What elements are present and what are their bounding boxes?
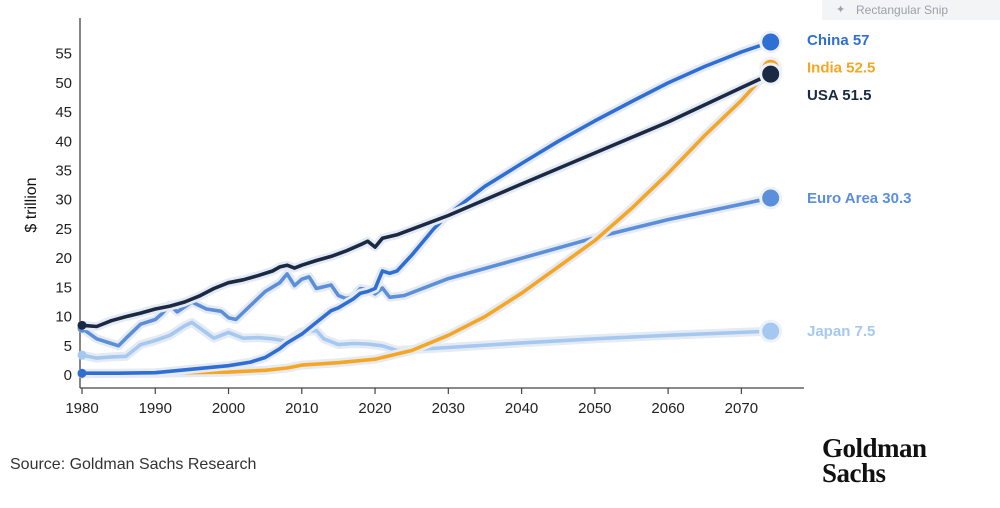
japan-end-marker xyxy=(759,319,783,343)
star-icon: ✦ xyxy=(836,4,846,16)
y-tick-label: 15 xyxy=(55,279,72,296)
snip-label: Rectangular Snip xyxy=(856,3,949,17)
japan-end-label: Japan 7.5 xyxy=(807,323,875,340)
x-tick-label: 2000 xyxy=(212,400,245,417)
y-tick-label: 50 xyxy=(55,75,72,92)
euro-area-end-marker xyxy=(759,186,783,210)
y-tick-label: 20 xyxy=(55,250,72,267)
y-tick-label: 5 xyxy=(64,338,72,355)
x-ticks: 1980 1990 2000 2010 2020 2030 2040 2050 2060 2070 xyxy=(65,388,758,417)
x-tick-label: 2010 xyxy=(285,400,318,417)
china-end-marker xyxy=(759,30,783,54)
x-tick-label: 2030 xyxy=(432,400,465,417)
india-line xyxy=(80,66,773,376)
y-tick-label: 35 xyxy=(55,163,72,180)
goldman-sachs-logo: Goldman Sachs xyxy=(822,433,927,488)
y-tick-label: 30 xyxy=(55,192,72,209)
usa-end-label: USA 51.5 xyxy=(807,87,871,104)
china-start-marker xyxy=(77,368,87,378)
japan-start-marker xyxy=(77,350,87,360)
india-end-label: India 52.5 xyxy=(807,59,875,76)
y-tick-label: 40 xyxy=(55,133,72,150)
y-ticks: 0 5 10 15 20 25 30 35 40 45 50 55 xyxy=(55,46,72,384)
source-note: Source: Goldman Sachs Research xyxy=(10,456,257,473)
y-tick-label: 0 xyxy=(64,367,72,384)
x-tick-label: 2050 xyxy=(578,400,611,417)
label-layer: Japan 7.5 Euro Area 30.3 India 52.5 China 5… xyxy=(759,30,912,343)
logo-line-2: Sachs xyxy=(822,458,886,488)
y-tick-label: 45 xyxy=(55,104,72,121)
x-tick-label: 1980 xyxy=(65,400,98,417)
y-axis-title: $ trillion xyxy=(23,177,40,232)
y-tick-label: 25 xyxy=(55,221,72,238)
euro-area-line xyxy=(80,196,773,348)
logo-line-1: Goldman xyxy=(822,433,927,463)
x-tick-label: 2040 xyxy=(505,400,538,417)
snip-toolbar[interactable]: ✦ Rectangular Snip xyxy=(822,0,1000,20)
y-tick-label: 55 xyxy=(55,46,72,63)
china-end-label: China 57 xyxy=(807,32,870,49)
y-tick-label: 10 xyxy=(55,309,72,326)
x-tick-label: 2060 xyxy=(651,400,684,417)
x-tick-label: 1990 xyxy=(139,400,172,417)
china-line xyxy=(80,40,773,375)
x-tick-label: 2070 xyxy=(725,400,758,417)
usa-start-marker xyxy=(77,320,87,330)
x-tick-label: 2020 xyxy=(358,400,391,417)
usa-end-marker xyxy=(759,62,783,86)
euro-area-end-label: Euro Area 30.3 xyxy=(807,190,912,207)
usa-line xyxy=(80,72,773,329)
series-layer xyxy=(77,37,776,379)
